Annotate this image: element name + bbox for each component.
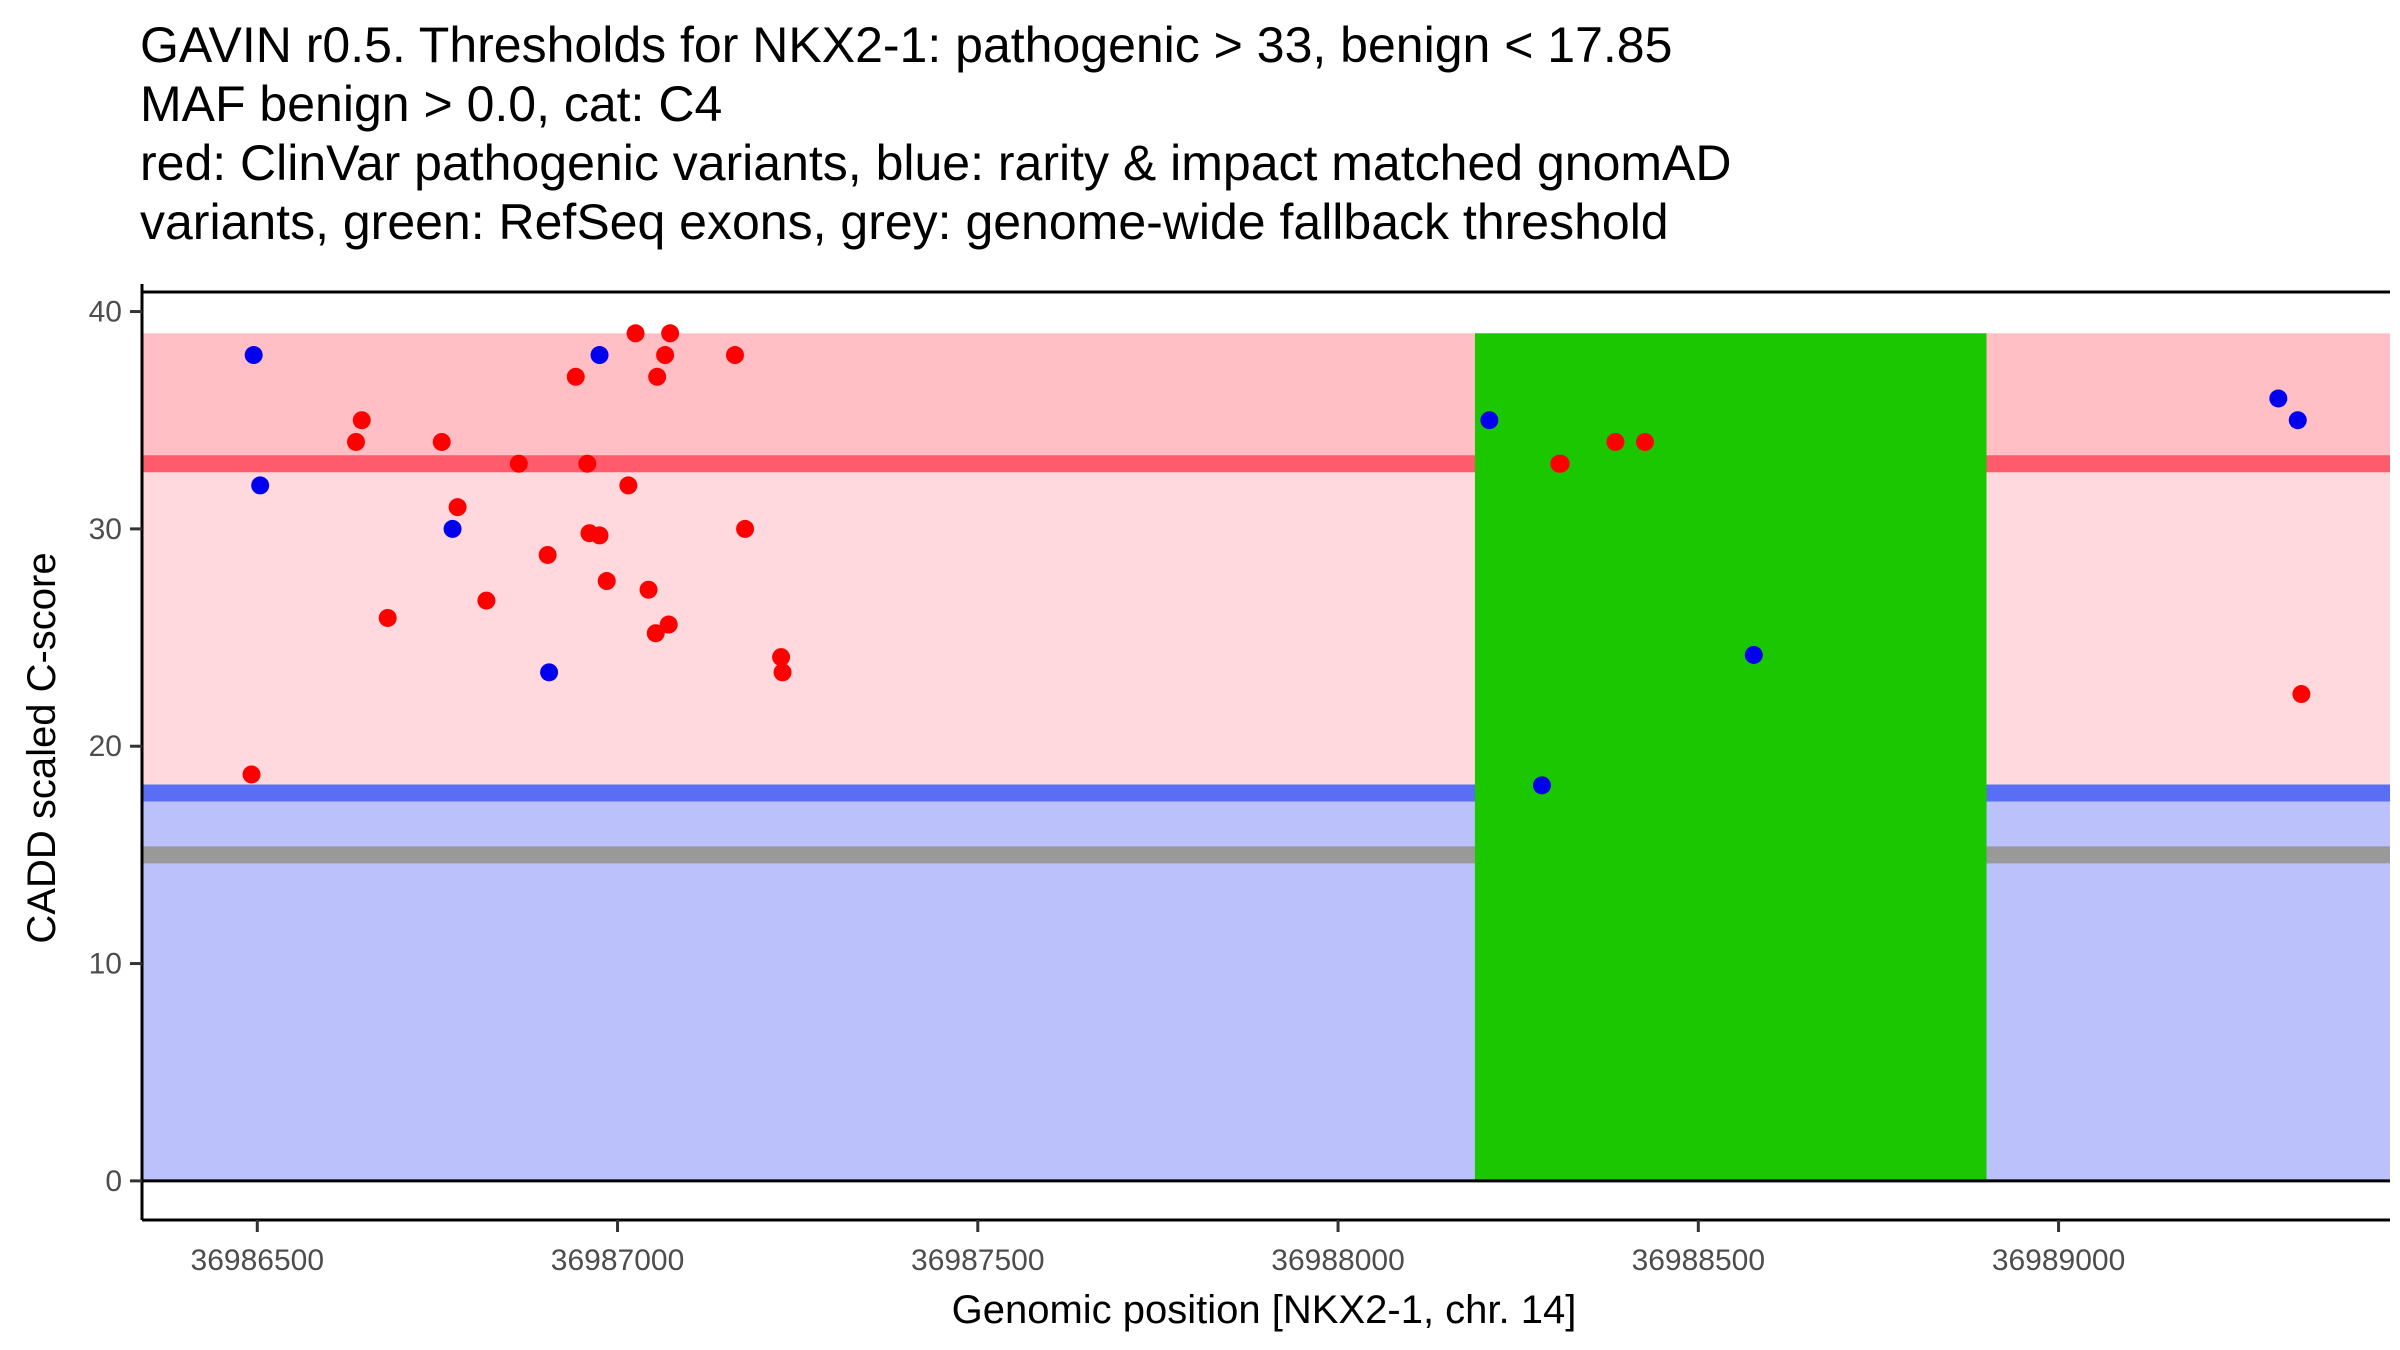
- clinvar-point-14: [597, 572, 616, 591]
- x-tick-label-1: 36986500: [191, 1244, 324, 1277]
- variant-points: [242, 324, 2311, 795]
- vus-band: [142, 463, 2390, 793]
- x-tick-label-6: 36989000: [1992, 1244, 2125, 1277]
- clinvar-point-10: [566, 367, 585, 386]
- clinvar-point-3: [352, 411, 371, 430]
- gnomad-point-9: [2269, 389, 2288, 408]
- plot-frame: [140, 284, 2390, 1222]
- clinvar-point-8: [509, 454, 528, 473]
- clinvar-point-5: [432, 432, 451, 451]
- clinvar-point-13: [590, 526, 609, 545]
- clinvar-point-11: [578, 454, 597, 473]
- clinvar-point-7: [477, 591, 496, 610]
- x-axis-ticks: 36986500 36987000 36987500 36988000 36988500…: [191, 1220, 2125, 1277]
- y-tick-label-2: 10: [89, 948, 122, 981]
- y-axis-label: CADD scaled C-score: [20, 552, 64, 943]
- clinvar-point-2: [346, 432, 365, 451]
- clinvar-point-16: [626, 324, 645, 343]
- clinvar-point-22: [661, 324, 680, 343]
- gnomad-point-7: [1532, 776, 1551, 795]
- gnomad-point-3: [443, 519, 462, 538]
- title-line-2: MAF benign > 0.0, cat: C4: [140, 76, 722, 132]
- clinvar-point-25: [772, 648, 791, 667]
- clinvar-point-30: [1635, 432, 1654, 451]
- title-line-1: GAVIN r0.5. Thresholds for NKX2-1: patho…: [140, 17, 1672, 73]
- x-tick-label-2: 36987000: [551, 1244, 684, 1277]
- y-tick-label-3: 20: [89, 730, 122, 763]
- clinvar-point-4: [378, 608, 397, 627]
- clinvar-point-26: [773, 663, 792, 682]
- x-tick-label-5: 36988500: [1632, 1244, 1765, 1277]
- y-axis-ticks: 0 10 20 30 40: [89, 296, 142, 1198]
- clinvar-point-17: [639, 580, 658, 599]
- y-tick-label-1: 0: [105, 1165, 122, 1198]
- clinvar-pathogenic-series: [242, 324, 2311, 784]
- gnomad-point-1: [244, 346, 263, 365]
- gnomad-point-6: [1480, 411, 1499, 430]
- clinvar-point-24: [736, 519, 755, 538]
- x-axis-label: Genomic position [NKX2-1, chr. 14]: [952, 1288, 1577, 1332]
- clinvar-point-9: [538, 545, 557, 564]
- exon-region-1: [1474, 333, 1987, 1181]
- title-line-3: red: ClinVar pathogenic variants, blue: …: [140, 135, 1731, 191]
- x-tick-label-3: 36987500: [911, 1244, 1044, 1277]
- clinvar-point-6: [448, 498, 467, 517]
- x-tick-label-4: 36988000: [1271, 1244, 1404, 1277]
- clinvar-point-28: [1551, 454, 1570, 473]
- clinvar-point-15: [619, 476, 638, 495]
- gnomad-point-8: [1744, 645, 1763, 664]
- clinvar-point-21: [659, 615, 678, 634]
- clinvar-point-29: [1606, 432, 1625, 451]
- clinvar-point-19: [648, 367, 667, 386]
- clinvar-point-23: [725, 346, 744, 365]
- pathogenic-band: [142, 333, 2390, 464]
- clinvar-point-31: [2292, 685, 2311, 704]
- clinvar-point-18: [646, 624, 665, 643]
- chart-title: GAVIN r0.5. Thresholds for NKX2-1: patho…: [140, 17, 1731, 250]
- gnomad-point-2: [251, 476, 270, 495]
- gnomad-point-5: [590, 346, 609, 365]
- clinvar-point-20: [656, 346, 675, 365]
- y-tick-label-4: 30: [89, 513, 122, 546]
- title-line-4: variants, green: RefSeq exons, grey: gen…: [140, 194, 1669, 250]
- gnomad-series: [244, 346, 2307, 795]
- exon-regions: [1474, 333, 1987, 1181]
- y-tick-label-5: 40: [89, 296, 122, 329]
- gnomad-point-10: [2288, 411, 2307, 430]
- clinvar-point-1: [242, 765, 261, 784]
- gnomad-point-4: [540, 663, 559, 682]
